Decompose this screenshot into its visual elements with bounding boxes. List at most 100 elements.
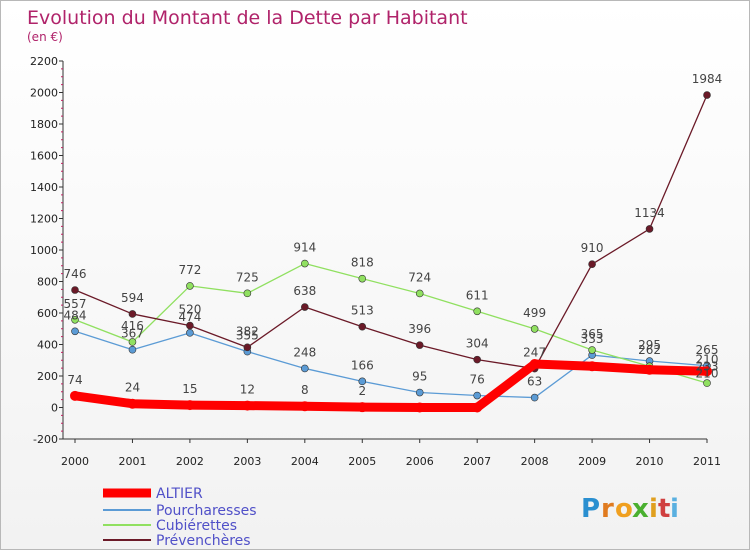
x-tick-label: 2002 <box>176 455 204 468</box>
series-line-2 <box>74 262 708 384</box>
data-label: 15 <box>182 382 197 396</box>
data-point <box>184 400 195 411</box>
data-label: 295 <box>638 338 661 352</box>
data-label: 520 <box>178 303 201 317</box>
data-label: 333 <box>581 332 604 346</box>
data-label: 594 <box>121 291 144 305</box>
data-label: 772 <box>178 263 201 277</box>
data-label: 724 <box>408 270 431 284</box>
data-label: 12 <box>240 383 255 397</box>
y-tick-label: -200 <box>33 433 58 446</box>
x-tick-label: 2011 <box>693 455 721 468</box>
data-point <box>301 303 309 311</box>
data-label: 1984 <box>692 72 723 86</box>
data-point <box>128 338 137 346</box>
data-point <box>128 345 137 354</box>
data-point <box>473 307 481 316</box>
series-line-0 <box>70 359 712 412</box>
legend-label: ALTIER <box>156 486 203 502</box>
data-label: 416 <box>121 319 144 333</box>
data-point <box>472 402 483 413</box>
logo-letter: o <box>615 494 633 524</box>
data-point <box>242 400 253 411</box>
data-point <box>299 401 310 412</box>
y-tick-label: 2000 <box>30 87 58 100</box>
data-point <box>587 361 598 372</box>
data-label: 24 <box>125 381 140 395</box>
data-label: 8 <box>301 383 309 397</box>
logo-letter: x <box>632 494 649 524</box>
data-point <box>127 398 138 409</box>
data-label: 638 <box>293 284 316 298</box>
data-label: 910 <box>581 241 604 255</box>
data-label: 365 <box>581 327 604 341</box>
data-label: 2 <box>358 384 366 398</box>
series-line-1 <box>74 330 708 399</box>
data-point <box>128 310 137 318</box>
x-tick-label: 2007 <box>463 455 491 468</box>
data-point <box>301 259 309 268</box>
y-tick-label: 1600 <box>30 150 58 163</box>
data-point <box>588 346 596 354</box>
x-tick-label: 2005 <box>348 455 376 468</box>
data-label: 265 <box>696 343 719 357</box>
data-label: 484 <box>64 308 87 322</box>
y-tick-label: 1400 <box>30 181 58 194</box>
logo-letter: r <box>601 494 614 524</box>
data-point <box>186 329 194 337</box>
x-tick-label: 2003 <box>233 455 261 468</box>
y-tick-label: 400 <box>37 339 58 352</box>
logo-letter: i <box>649 494 658 524</box>
data-label: 248 <box>293 345 316 359</box>
data-point <box>473 391 481 400</box>
x-tick-label: 2010 <box>636 455 664 468</box>
data-label: 746 <box>64 267 87 281</box>
data-point <box>243 289 252 298</box>
y-tick-label: 1000 <box>30 244 58 257</box>
data-label: 914 <box>293 241 316 255</box>
data-label: 725 <box>236 270 259 284</box>
data-point <box>644 364 655 375</box>
y-tick-label: 1200 <box>30 213 58 226</box>
data-label: 382 <box>236 324 259 338</box>
data-label: 210 <box>696 366 719 380</box>
data-point <box>358 274 367 283</box>
x-tick-label: 2004 <box>291 455 319 468</box>
data-point <box>703 91 711 99</box>
data-point <box>71 286 79 294</box>
data-point <box>71 327 79 336</box>
data-label: 818 <box>351 256 374 270</box>
data-point <box>414 402 425 413</box>
data-point <box>186 282 194 290</box>
x-tick-label: 2001 <box>118 455 146 468</box>
data-point <box>530 393 539 402</box>
data-point <box>702 366 712 377</box>
data-point <box>588 260 596 268</box>
y-tick-label: 1800 <box>30 118 58 131</box>
chart-title: Evolution du Montant de la Dette par Hab… <box>27 7 468 29</box>
y-tick-label: 800 <box>37 276 58 289</box>
data-label: 513 <box>351 304 374 318</box>
data-point <box>529 359 540 370</box>
data-label: 355 <box>236 329 259 343</box>
data-point <box>358 377 367 386</box>
logo-letter: P <box>581 494 600 524</box>
data-label: 63 <box>527 375 542 389</box>
legend-label: Cubiérettes <box>156 518 237 534</box>
data-point <box>415 289 424 298</box>
chart-subtitle: (en €) <box>27 30 63 44</box>
y-tick-label: 600 <box>37 307 58 320</box>
x-tick-label: 2008 <box>521 455 549 468</box>
data-point <box>186 321 194 330</box>
x-tick-label: 2000 <box>61 455 89 468</box>
data-point <box>243 343 252 352</box>
x-tick-label: 2009 <box>578 455 606 468</box>
data-point <box>473 355 481 364</box>
data-label: 95 <box>412 370 427 384</box>
logo-letter: t <box>658 494 670 524</box>
x-tick-label: 2006 <box>406 455 434 468</box>
series-line-3 <box>74 94 708 370</box>
data-label: 557 <box>64 297 87 311</box>
